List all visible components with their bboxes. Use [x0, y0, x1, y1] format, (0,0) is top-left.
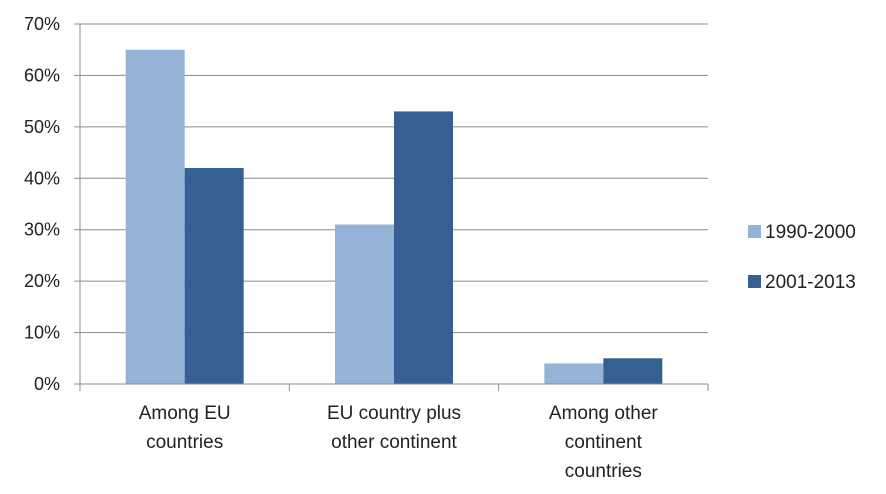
- axes: [74, 23, 709, 391]
- x-category-label: continent: [565, 432, 643, 453]
- y-tick-label: 10%: [24, 323, 60, 343]
- x-category-label: Among other: [549, 403, 658, 424]
- x-category-label: EU country plus: [327, 403, 461, 424]
- bar-2001-2013-2: [603, 358, 663, 384]
- legend-swatch: [748, 225, 761, 238]
- x-category-labels: Among EU countries EU country plus other co…: [139, 403, 659, 482]
- legend-swatch: [748, 275, 761, 288]
- bar-1990-2000-2: [544, 363, 604, 384]
- y-tick-label: 70%: [24, 14, 60, 34]
- legend-label: 1990-2000: [765, 222, 856, 243]
- y-tick-label: 40%: [24, 168, 60, 188]
- bar-2001-2013-0: [184, 168, 244, 384]
- legend-label: 2001-2013: [765, 272, 856, 293]
- bar-1990-2000-0: [125, 49, 185, 384]
- y-tick-label: 20%: [24, 271, 60, 291]
- x-category-label: countries: [565, 461, 642, 482]
- bar-2001-2013-1: [394, 111, 453, 384]
- x-category-label: other continent: [331, 432, 457, 453]
- y-tick-label: 60%: [24, 65, 60, 85]
- y-tick-label: 30%: [24, 220, 60, 240]
- y-tick-label: 50%: [24, 117, 60, 137]
- bars: [125, 49, 663, 384]
- y-tick-labels: 0% 10% 20% 30% 40% 50% 60% 70%: [24, 14, 60, 394]
- bar-1990-2000-1: [335, 224, 394, 384]
- legend: 1990-2000 2001-2013: [748, 222, 856, 293]
- y-tick-label: 0%: [34, 374, 60, 394]
- x-category-label: Among EU: [139, 403, 231, 424]
- x-category-label: countries: [146, 432, 223, 453]
